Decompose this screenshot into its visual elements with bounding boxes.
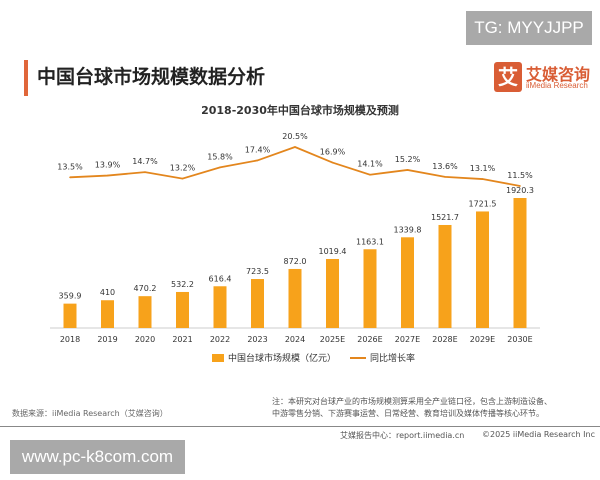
watermark-bottom: www.pc-k8com.com bbox=[10, 440, 185, 474]
x-tick-label: 2028E bbox=[432, 335, 457, 344]
line-label: 15.2% bbox=[395, 155, 421, 164]
x-tick-label: 2021 bbox=[172, 335, 192, 344]
x-tick-label: 2027E bbox=[395, 335, 420, 344]
x-tick-label: 2018 bbox=[60, 335, 80, 344]
line-point bbox=[106, 174, 109, 177]
x-tick-label: 2025E bbox=[320, 335, 345, 344]
divider bbox=[0, 426, 600, 427]
x-tick-label: 2029E bbox=[470, 335, 495, 344]
bar-label: 1163.1 bbox=[356, 237, 384, 246]
x-tick-label: 2022 bbox=[210, 335, 230, 344]
bar-label: 616.4 bbox=[209, 274, 232, 283]
logo-cn: 艾媒咨询 bbox=[526, 65, 591, 84]
bar bbox=[288, 268, 302, 328]
line-point bbox=[181, 177, 184, 180]
bar-label: 470.2 bbox=[134, 284, 157, 293]
x-tick-label: 2030E bbox=[507, 335, 532, 344]
bar bbox=[63, 303, 77, 328]
bar-label: 410 bbox=[100, 288, 115, 297]
line-label: 20.5% bbox=[282, 132, 308, 141]
chart-title: 2018-2030年中国台球市场规模及预测 bbox=[201, 104, 399, 117]
bar bbox=[476, 211, 489, 328]
bar-label: 1521.7 bbox=[431, 213, 459, 222]
logo: 艾 艾媒咨询 iiMedia Research bbox=[494, 62, 598, 102]
bar bbox=[251, 279, 264, 328]
legend-swatch-line bbox=[350, 356, 367, 359]
footer-report: 艾媒报告中心：report.iimedia.cn bbox=[340, 431, 465, 440]
logo-mark: 艾 bbox=[494, 62, 522, 92]
bar bbox=[176, 291, 189, 328]
line-point bbox=[444, 176, 446, 178]
bar bbox=[326, 258, 339, 328]
bar bbox=[363, 249, 377, 328]
bar bbox=[438, 224, 452, 328]
legend: 中国台球市场规模（亿元） 同比增长率 bbox=[212, 351, 415, 364]
x-tick-label: 2024 bbox=[285, 335, 305, 344]
bar bbox=[401, 237, 414, 328]
line-label: 11.5% bbox=[507, 171, 533, 180]
line-point bbox=[369, 173, 371, 176]
bar-label: 723.5 bbox=[246, 267, 269, 276]
line-label: 13.6% bbox=[432, 162, 458, 171]
line-point bbox=[481, 178, 484, 180]
line-point bbox=[331, 161, 334, 164]
bar-label: 1721.5 bbox=[469, 199, 497, 208]
line-point bbox=[519, 185, 521, 187]
line-label: 17.4% bbox=[245, 145, 271, 154]
note-line: 中游零售分销、下游赛事运营、日常经营、教育培训及媒体传播等核心环节。 bbox=[272, 409, 544, 418]
page-title: 中国台球市场规模数据分析 bbox=[37, 66, 266, 88]
legend-label-bar: 中国台球市场规模（亿元） bbox=[228, 354, 337, 364]
legend-label-line: 同比增长率 bbox=[370, 354, 416, 364]
line-label: 13.2% bbox=[170, 164, 196, 173]
legend-item-line: 同比增长率 bbox=[350, 351, 415, 364]
line-point bbox=[256, 159, 259, 162]
line-label: 13.9% bbox=[95, 161, 121, 170]
x-tick-label: 2020 bbox=[135, 335, 155, 344]
line-label: 15.8% bbox=[207, 152, 233, 161]
bar-label: 1339.8 bbox=[394, 225, 422, 234]
legend-item-bar: 中国台球市场规模（亿元） bbox=[212, 351, 336, 364]
line-label: 13.1% bbox=[470, 164, 496, 173]
logo-en: iiMedia Research bbox=[526, 81, 588, 90]
bar-label: 359.9 bbox=[59, 292, 82, 301]
data-source: 数据来源：iiMedia Research（艾媒咨询） bbox=[12, 409, 168, 418]
bar-label: 872.0 bbox=[284, 257, 307, 266]
title-accent-bar bbox=[24, 60, 28, 96]
line-point bbox=[144, 171, 146, 173]
line-point bbox=[69, 176, 71, 179]
line-point bbox=[294, 146, 296, 148]
line-point bbox=[406, 169, 409, 171]
line-label: 13.5% bbox=[57, 162, 83, 171]
bar bbox=[101, 300, 114, 328]
line-label: 14.7% bbox=[132, 157, 158, 166]
note-line: 注：本研究对台球产业的市场规模测算采用全产业链口径，包含上游制造设备、 bbox=[272, 397, 552, 406]
bar-label: 532.2 bbox=[171, 280, 194, 289]
x-tick-label: 2019 bbox=[97, 335, 117, 344]
bar bbox=[213, 286, 227, 328]
legend-swatch-bar bbox=[212, 353, 224, 362]
bar-label: 1920.3 bbox=[506, 186, 534, 195]
footer-copyright: ©2025 iiMedia Research Inc bbox=[482, 430, 595, 439]
watermark-top: TG: MYYJJPP bbox=[466, 11, 592, 45]
x-tick-label: 2023 bbox=[247, 335, 267, 344]
note: 注：本研究对台球产业的市场规模测算采用全产业链口径，包含上游制造设备、 中游零售… bbox=[272, 396, 552, 420]
line-label: 14.1% bbox=[357, 160, 383, 169]
bar bbox=[513, 198, 527, 328]
bar-label: 1019.4 bbox=[319, 247, 347, 256]
x-tick-label: 2026E bbox=[357, 335, 382, 344]
line-label: 16.9% bbox=[320, 148, 346, 157]
bar bbox=[138, 296, 152, 328]
line-point bbox=[219, 166, 221, 169]
